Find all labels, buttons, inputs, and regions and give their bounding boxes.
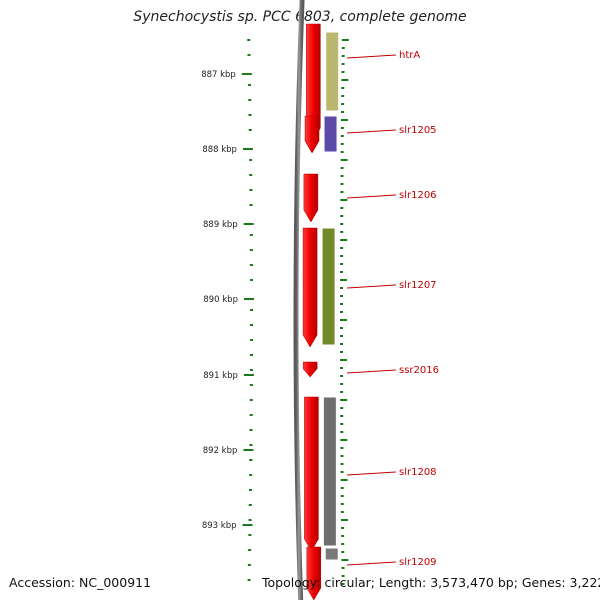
gene-label-ssr2016: ssr2016 (399, 365, 439, 376)
gene-label-leader (346, 369, 397, 374)
gene-arrow-slr1208 (304, 396, 319, 552)
gene-label-leader (346, 194, 397, 199)
gene-label-slr1209: slr1209 (399, 557, 437, 568)
gene-label-slr1205: slr1205 (399, 125, 437, 136)
ruler-label: 893 kbp (202, 521, 237, 531)
gene-label-slr1207: slr1207 (399, 280, 437, 291)
feature-bar-htrA (325, 31, 340, 112)
gene-arrow-slr1209 (306, 546, 322, 600)
gene-label-leader (346, 284, 397, 289)
genome-summary-text: Topology: circular; Length: 3,573,470 bp… (262, 575, 600, 590)
ruler-label: 890 kbp (203, 295, 238, 305)
gene-label-leader (346, 561, 397, 566)
gene-label-leader (346, 471, 397, 476)
feature-bar-slr1205 (323, 115, 338, 153)
gene-label-slr1208: slr1208 (399, 467, 437, 478)
feature-bar-slr1207 (321, 227, 336, 346)
gene-label-leader (346, 54, 397, 59)
ruler-label: 888 kbp (202, 145, 237, 155)
backbone-arc (293, 0, 305, 600)
gene-arrow-slr1205 (304, 115, 320, 154)
accession-text: Accession: NC_000911 (9, 575, 152, 590)
ruler-label: 889 kbp (203, 220, 238, 230)
ruler-label: 887 kbp (201, 70, 236, 80)
gene-arrow-slr1206 (303, 173, 319, 223)
ruler-label: 892 kbp (203, 446, 238, 456)
gene-arrow-ssr2016 (302, 361, 318, 378)
gene-label-slr1206: slr1206 (399, 190, 437, 201)
gene-arrow-slr1207 (302, 227, 318, 348)
feature-bar-slr1208 (322, 396, 337, 547)
ruler-label: 891 kbp (203, 371, 238, 381)
gene-label-htrA: htrA (399, 50, 420, 61)
feature-bar-slr1209 (324, 547, 339, 561)
gene-label-leader (346, 129, 397, 134)
